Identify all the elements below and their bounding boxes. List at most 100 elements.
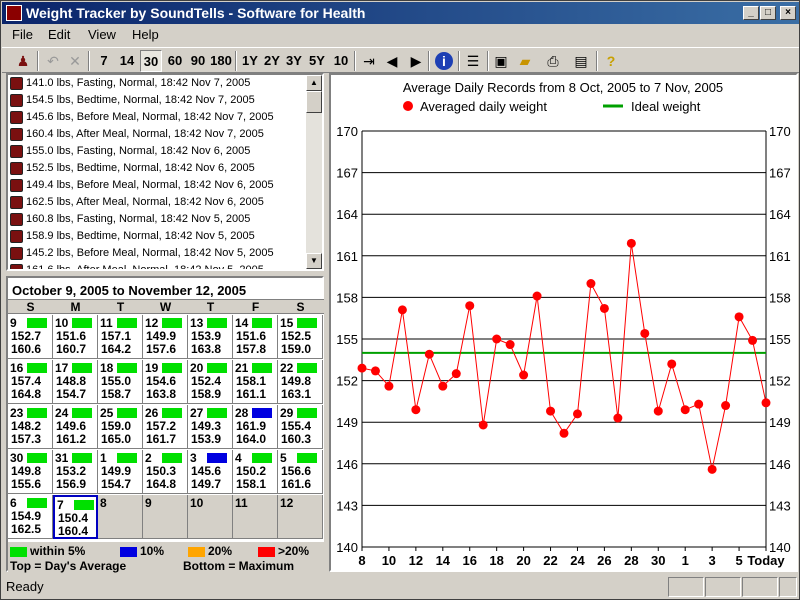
record-list-item[interactable]: 145.2 lbs, Before Meal, Normal, 18:42 No… — [10, 245, 274, 262]
calendar-day[interactable]: 4 150.2 158.1 — [233, 450, 278, 494]
help-icon[interactable]: ? — [606, 53, 616, 69]
day-number: 20 — [190, 361, 204, 375]
book-icon[interactable]: ▤ — [574, 53, 588, 69]
data-point — [761, 398, 771, 408]
calendar-day[interactable]: 6 154.9 162.5 — [8, 495, 53, 539]
calendar-day-today[interactable]: 7 150.4 160.4 — [53, 495, 98, 539]
calendar-day[interactable]: 5 156.6 161.6 — [278, 450, 323, 494]
span-5y-button[interactable]: 5Y — [309, 53, 325, 68]
minimize-button[interactable]: _ — [743, 6, 759, 20]
calendar-day[interactable]: 30 149.8 155.6 — [8, 450, 53, 494]
calendar-day[interactable]: 12 — [278, 495, 323, 539]
y-tick-label-right: 158 — [769, 290, 791, 305]
calendar-day[interactable]: 28 161.9 164.0 — [233, 405, 278, 449]
range-60-button[interactable]: 60 — [167, 53, 183, 68]
next-icon[interactable]: ▶ — [410, 53, 422, 69]
status-bar: Ready — [2, 575, 799, 600]
record-list-item[interactable]: 149.4 lbs, Before Meal, Normal, 18:42 No… — [10, 177, 274, 194]
span-10-button[interactable]: 10 — [333, 53, 349, 68]
scroll-thumb[interactable] — [306, 91, 322, 113]
range-30-button[interactable]: 30 — [140, 50, 162, 72]
data-point — [613, 413, 623, 423]
calendar-day[interactable]: 25 159.0 165.0 — [98, 405, 143, 449]
record-list-item[interactable]: 154.5 lbs, Bedtime, Normal, 18:42 Nov 7,… — [10, 92, 255, 109]
weekday-label: W — [159, 300, 172, 314]
calendar-day[interactable]: 8 — [98, 495, 143, 539]
calendar-day[interactable]: 23 148.2 157.3 — [8, 405, 53, 449]
record-list-item[interactable]: 145.6 lbs, Before Meal, Normal, 18:42 No… — [10, 109, 274, 126]
open-folder-icon[interactable]: ▰ — [519, 53, 531, 69]
record-list-item[interactable]: 161.6 lbs, After Meal, Normal, 18:42 Nov… — [10, 262, 264, 269]
scroll-down-button[interactable]: ▼ — [306, 253, 322, 269]
data-point — [465, 301, 475, 311]
span-2y-button[interactable]: 2Y — [264, 53, 280, 68]
scroll-up-button[interactable]: ▲ — [306, 75, 322, 91]
calendar-day[interactable]: 18 155.0 158.7 — [98, 360, 143, 404]
calendar-day[interactable]: 11 157.1 164.2 — [98, 315, 143, 359]
y-tick-label-right: 146 — [769, 457, 791, 472]
status-swatch — [162, 318, 182, 328]
span-1y-button[interactable]: 1Y — [242, 53, 258, 68]
calendar-day[interactable]: 11 — [233, 495, 278, 539]
calendar-day[interactable]: 2 150.3 164.8 — [143, 450, 188, 494]
calendar-day[interactable]: 9 — [143, 495, 188, 539]
status-swatch — [162, 363, 182, 373]
record-text: 145.6 lbs, Before Meal, Normal, 18:42 No… — [26, 111, 274, 123]
delete-icon[interactable]: ✕ — [69, 53, 81, 69]
record-list-item[interactable]: 141.0 lbs, Fasting, Normal, 18:42 Nov 7,… — [10, 75, 250, 92]
day-maximum: 157.8 — [236, 342, 267, 356]
calendar-day[interactable]: 9 152.7 160.6 — [8, 315, 53, 359]
calendar-day[interactable]: 14 151.6 157.8 — [233, 315, 278, 359]
print-icon[interactable]: ⎙ — [547, 53, 559, 69]
calendar-day[interactable]: 17 148.8 154.7 — [53, 360, 98, 404]
range-7-button[interactable]: 7 — [100, 53, 108, 68]
calendar-day[interactable]: 13 153.9 163.8 — [188, 315, 233, 359]
record-list-item[interactable]: 160.4 lbs, After Meal, Normal, 18:42 Nov… — [10, 126, 264, 143]
calendar-day[interactable]: 21 158.1 161.1 — [233, 360, 278, 404]
calendar-day[interactable]: 16 157.4 164.8 — [8, 360, 53, 404]
record-list-item[interactable]: 160.8 lbs, Fasting, Normal, 18:42 Nov 5,… — [10, 211, 250, 228]
save-icon[interactable]: ▣ — [494, 53, 508, 69]
calendar-day[interactable]: 22 149.8 163.1 — [278, 360, 323, 404]
info-icon[interactable]: i — [435, 52, 453, 70]
calendar-day[interactable]: 31 153.2 156.9 — [53, 450, 98, 494]
goto-date-icon[interactable]: ⇥ — [363, 53, 375, 69]
new-record-icon[interactable]: ♟ — [16, 53, 30, 69]
maximize-button[interactable]: □ — [760, 6, 776, 20]
menu-help[interactable]: Help — [132, 27, 159, 42]
legend-bottom-note: Bottom = Maximum — [183, 559, 295, 573]
menu-file[interactable]: File — [12, 27, 33, 42]
calendar-day[interactable]: 10 — [188, 495, 233, 539]
range-14-button[interactable]: 14 — [119, 53, 135, 68]
span-3y-button[interactable]: 3Y — [286, 53, 302, 68]
notes-icon[interactable]: ☰ — [466, 53, 480, 69]
calendar-day[interactable]: 3 145.6 149.7 — [188, 450, 233, 494]
previous-icon[interactable]: ◀ — [386, 53, 398, 69]
close-button[interactable]: × — [780, 6, 796, 20]
menu-view[interactable]: View — [88, 27, 116, 42]
calendar-day[interactable]: 26 157.2 161.7 — [143, 405, 188, 449]
y-tick-label-left: 167 — [336, 166, 358, 181]
range-90-button[interactable]: 90 — [190, 53, 206, 68]
resize-grip[interactable] — [779, 577, 797, 597]
calendar-day[interactable]: 1 149.9 154.7 — [98, 450, 143, 494]
day-number: 9 — [10, 316, 17, 330]
calendar-day[interactable]: 12 149.9 157.6 — [143, 315, 188, 359]
record-list-item[interactable]: 158.9 lbs, Bedtime, Normal, 18:42 Nov 5,… — [10, 228, 255, 245]
calendar-day[interactable]: 27 149.3 153.9 — [188, 405, 233, 449]
records-list[interactable]: 141.0 lbs, Fasting, Normal, 18:42 Nov 7,… — [6, 73, 324, 271]
range-180-button[interactable]: 180 — [210, 53, 232, 68]
calendar-day[interactable]: 15 152.5 159.0 — [278, 315, 323, 359]
calendar-day[interactable]: 19 154.6 163.8 — [143, 360, 188, 404]
calendar-day[interactable]: 29 155.4 160.3 — [278, 405, 323, 449]
calendar-day[interactable]: 20 152.4 158.9 — [188, 360, 233, 404]
undo-icon[interactable]: ↶ — [47, 53, 59, 69]
calendar-day[interactable]: 10 151.6 160.7 — [53, 315, 98, 359]
record-list-item[interactable]: 152.5 lbs, Bedtime, Normal, 18:42 Nov 6,… — [10, 160, 255, 177]
y-tick-label-left: 140 — [336, 540, 358, 555]
record-list-item[interactable]: 162.5 lbs, After Meal, Normal, 18:42 Nov… — [10, 194, 264, 211]
records-scrollbar[interactable]: ▲ ▼ — [306, 75, 322, 269]
calendar-day[interactable]: 24 149.6 161.2 — [53, 405, 98, 449]
menu-edit[interactable]: Edit — [48, 27, 71, 42]
record-list-item[interactable]: 155.0 lbs, Fasting, Normal, 18:42 Nov 6,… — [10, 143, 250, 160]
